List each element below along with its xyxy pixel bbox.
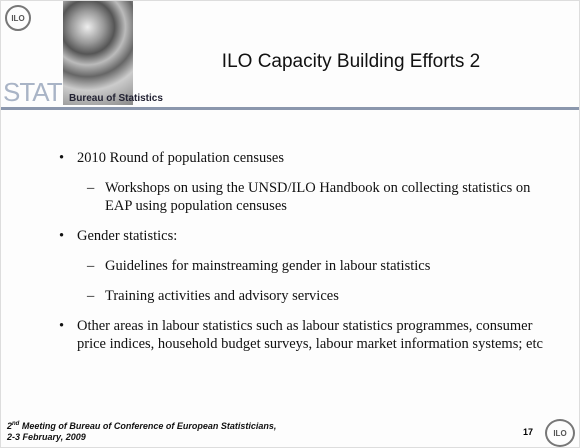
footer-text: 2nd Meeting of Bureau of Conference of E… <box>7 419 276 443</box>
bullet: Other areas in labour statistics such as… <box>59 317 559 353</box>
bullet-list: 2010 Round of population censuses Worksho… <box>59 149 559 365</box>
slide-title: ILO Capacity Building Efforts 2 <box>221 51 481 72</box>
footer-line: Meeting of Bureau of Conference of Europ… <box>21 421 277 431</box>
ilo-logo: ILO <box>545 419 575 447</box>
ilo-logo: ILO <box>5 5 31 31</box>
gear-image <box>63 1 133 105</box>
header-rule <box>1 107 579 110</box>
footer-suffix: nd <box>12 421 20 427</box>
bullet: 2010 Round of population censuses <box>59 149 559 167</box>
sub-bullet: Workshops on using the UNSD/ILO Handbook… <box>59 179 559 215</box>
bullet: Gender statistics: <box>59 227 559 245</box>
footer-line: 2-3 February, 2009 <box>7 432 86 442</box>
stat-text: STAT <box>3 77 63 107</box>
page-number: 17 <box>523 427 534 437</box>
footer-ordinal: 2 <box>7 421 13 431</box>
subtitle: Bureau of Statistics <box>69 93 163 104</box>
sub-bullet: Training activities and advisory service… <box>59 287 559 305</box>
sub-bullet: Guidelines for mainstreaming gender in l… <box>59 257 559 275</box>
